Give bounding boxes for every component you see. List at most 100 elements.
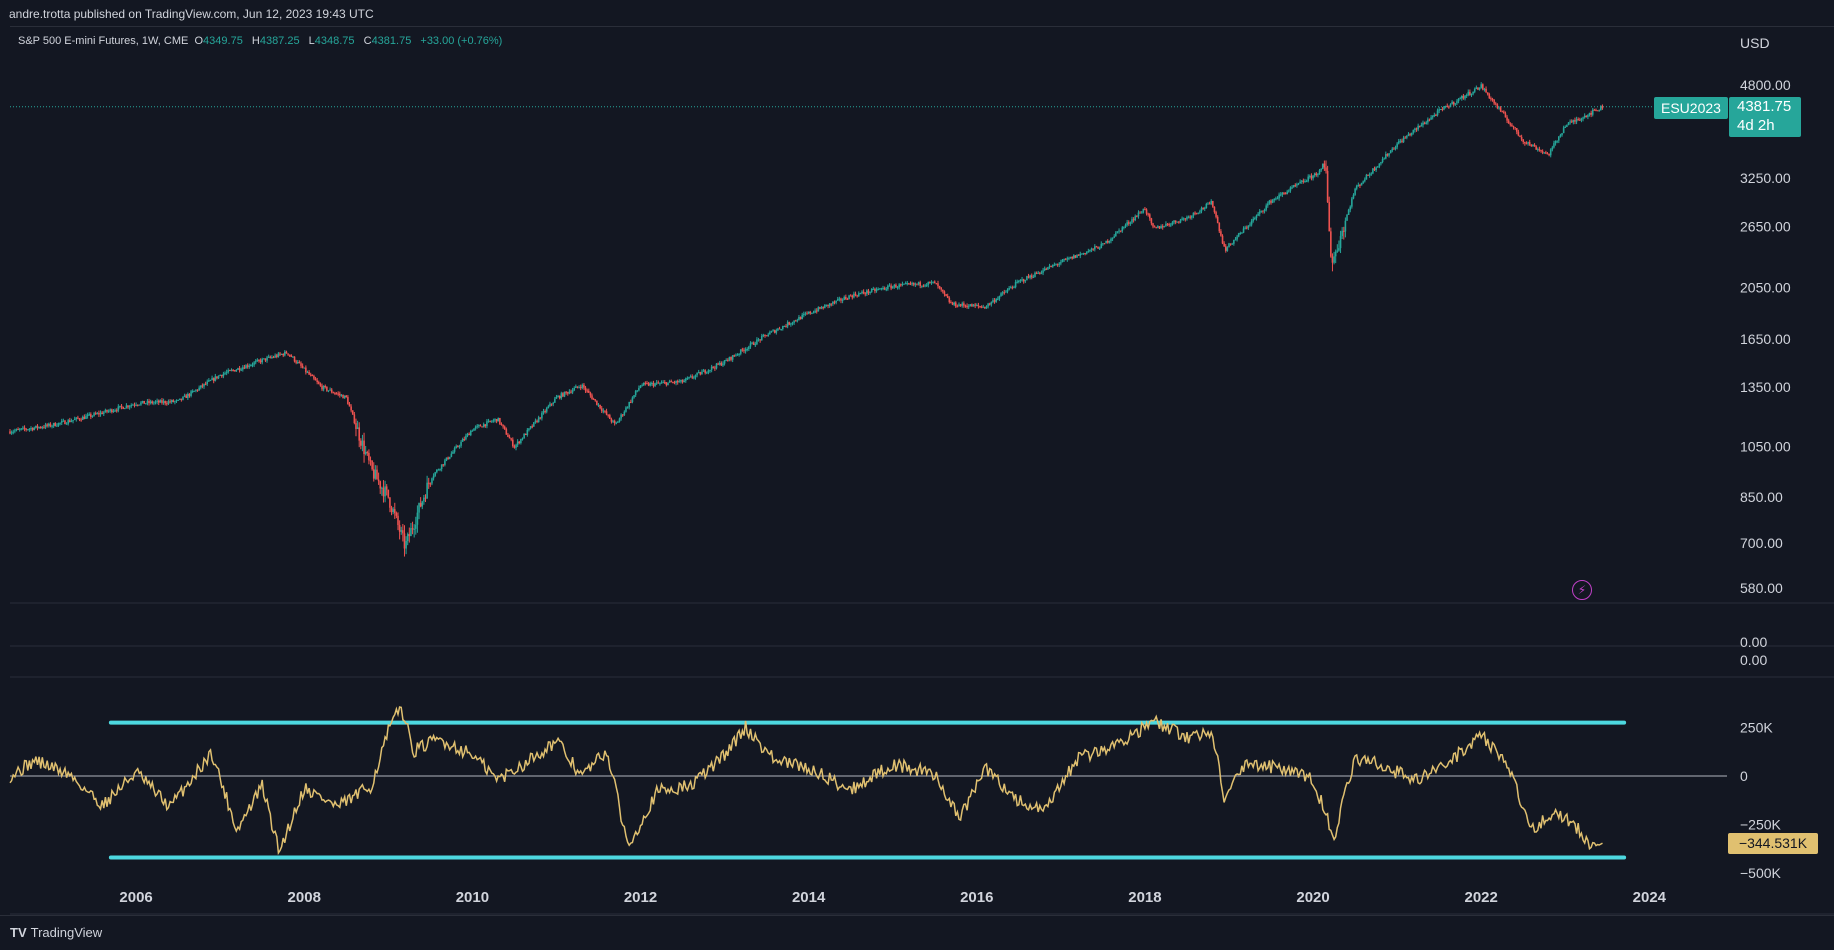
candle-body [520, 439, 522, 444]
candle-body [471, 430, 474, 432]
candle-body [1137, 212, 1140, 217]
candle-body [508, 436, 511, 439]
lightning-icon[interactable]: ⚡ [1572, 580, 1592, 600]
candle-body [81, 416, 84, 420]
candle-body [1103, 243, 1106, 245]
candle-body [688, 377, 690, 379]
candle-body [1509, 123, 1512, 125]
candle-body [494, 419, 496, 421]
candle-body [554, 398, 556, 403]
candle-body [1427, 119, 1429, 123]
candle-body [1451, 101, 1453, 105]
candle-body [1005, 291, 1007, 293]
candle-body [1446, 105, 1449, 107]
candle-body [266, 357, 268, 361]
candle-body [1281, 192, 1284, 195]
candle-body [371, 460, 373, 470]
year-label: 2008 [288, 889, 321, 906]
candle-body [300, 363, 302, 366]
candle-body [1294, 185, 1297, 187]
candle-body [799, 316, 802, 320]
candle-body [1265, 205, 1267, 210]
candle-body [945, 294, 947, 296]
candle-body [751, 342, 753, 344]
candle-body [290, 355, 293, 357]
candle-body [469, 431, 472, 436]
year-label: 2010 [456, 889, 489, 906]
candle-body [33, 427, 36, 430]
candle-body [111, 409, 113, 413]
candle-body [1418, 125, 1421, 127]
candle-body [172, 400, 175, 402]
legend-open-label: O [194, 35, 204, 47]
candle-body [798, 316, 800, 321]
candle-body [324, 385, 327, 387]
candle-body [1553, 143, 1555, 148]
candle-body [1221, 235, 1224, 244]
candle-body [662, 382, 664, 384]
candle-body [1302, 180, 1305, 182]
candle-body [783, 326, 786, 328]
candle-body [1171, 222, 1174, 225]
candle-body [502, 424, 504, 427]
candle-body [1166, 223, 1169, 225]
candle-body [1444, 105, 1447, 107]
candle-body [199, 385, 202, 388]
candle-body [741, 349, 744, 351]
candle-body [193, 390, 196, 392]
candle-body [1572, 120, 1575, 123]
brand[interactable]: TV TradingView [10, 925, 102, 940]
candle-body [259, 360, 262, 363]
currency-label[interactable]: USD [1740, 35, 1770, 51]
candle-body [1203, 207, 1206, 209]
candle-body [1585, 115, 1588, 118]
candle-body [1194, 212, 1196, 214]
candle-body [1559, 135, 1562, 137]
candle-body [216, 376, 218, 379]
candle-body [1043, 268, 1046, 271]
candle-body [1266, 203, 1269, 206]
candle-body [555, 397, 558, 399]
candle-body [490, 421, 493, 423]
candle-body [851, 295, 854, 298]
candle-body [114, 410, 116, 412]
candle-body [364, 452, 367, 455]
candle-body [1029, 275, 1031, 278]
candle-body [43, 427, 45, 429]
candle-body [1493, 99, 1495, 104]
candle-body [1428, 119, 1431, 121]
candle-body [1582, 117, 1584, 119]
candle-body [835, 300, 837, 303]
candle-body [672, 382, 674, 384]
candle-body [1512, 126, 1515, 128]
candle-body [869, 291, 871, 293]
candle-body [1224, 246, 1227, 251]
candle-body [410, 528, 412, 537]
candle-body [10, 432, 13, 434]
legend-close: 4381.75 [371, 35, 412, 47]
candle-body [613, 420, 616, 424]
candle-body [817, 307, 820, 312]
candle-body [1189, 216, 1191, 218]
candle-body [1095, 246, 1098, 248]
candle-body [539, 417, 542, 419]
candle-body [1212, 200, 1214, 207]
candle-body [589, 392, 592, 396]
candle-body [1158, 226, 1161, 229]
candle-body [1326, 170, 1329, 203]
candle-body [921, 285, 923, 287]
candle-body [1506, 117, 1508, 121]
year-label: 2018 [1128, 889, 1161, 906]
candle-body [526, 429, 529, 435]
candle-body [387, 489, 390, 498]
candle-body [384, 486, 386, 497]
candle-body [1115, 232, 1117, 237]
candle-body [1079, 253, 1082, 256]
candle-body [1412, 130, 1415, 133]
candle-body [1313, 173, 1316, 176]
candle-body [1081, 253, 1083, 255]
candle-body [533, 422, 535, 427]
candle-body [857, 293, 860, 297]
tradingview-logo-icon: TV [10, 925, 27, 940]
